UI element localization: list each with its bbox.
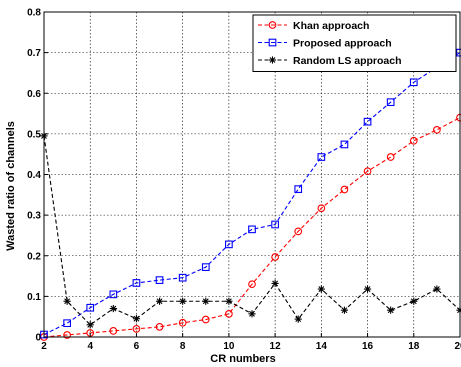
data-point — [294, 227, 303, 236]
y-tick-label: 0 — [35, 333, 41, 344]
data-point — [248, 225, 256, 234]
data-point — [363, 285, 372, 293]
legend-label: Khan approach — [293, 20, 369, 32]
y-tick-label: 0.6 — [27, 89, 41, 100]
legend-box — [252, 14, 457, 72]
y-axis-label: Wasted ratio of channels — [5, 121, 17, 251]
x-tick-label: 20 — [454, 341, 461, 352]
data-point — [294, 315, 302, 323]
data-point — [317, 285, 325, 293]
x-tick-label: 6 — [134, 341, 140, 352]
legend-marker — [268, 38, 277, 47]
data-point — [201, 263, 210, 271]
data-point — [155, 276, 164, 284]
data-point — [109, 304, 117, 313]
data-point — [63, 297, 71, 305]
data-point — [178, 318, 187, 327]
data-point — [386, 98, 395, 107]
data-point — [109, 290, 118, 299]
data-point — [410, 297, 418, 305]
data-point — [340, 185, 349, 194]
data-point — [179, 297, 187, 305]
data-point — [340, 140, 349, 149]
x-tick-label: 4 — [87, 341, 93, 352]
series-layer — [40, 48, 461, 341]
x-tick-label: 12 — [270, 341, 282, 352]
series-0 — [40, 113, 461, 341]
x-axis-label: CR numbers — [210, 353, 275, 365]
y-tick-label: 0.3 — [27, 211, 41, 222]
legend-item: Khan approach — [258, 20, 369, 32]
data-point — [86, 321, 94, 329]
data-point — [386, 153, 395, 161]
series-1 — [40, 48, 461, 339]
data-point — [363, 117, 372, 126]
data-point — [387, 306, 395, 314]
data-point — [109, 327, 118, 335]
series-line — [43, 117, 461, 338]
legend: Khan approach Proposed approach Random LS … — [252, 14, 457, 72]
data-point — [433, 285, 441, 293]
data-point — [225, 240, 233, 249]
data-point — [155, 297, 164, 305]
legend-marker — [268, 56, 277, 64]
data-point — [271, 279, 279, 287]
data-point — [363, 167, 372, 176]
x-tick-label: 8 — [180, 341, 186, 352]
ticks: 2 4 6 8 10 12 14 16 18 20 0 0.1 0.2 0.3 0.4 0.5 0.6 0.7 0.… — [27, 8, 461, 353]
data-point — [271, 220, 279, 229]
data-point — [132, 325, 141, 333]
data-point — [248, 280, 256, 289]
x-tick-label: 10 — [223, 341, 235, 352]
data-point — [202, 297, 210, 305]
legend-marker — [268, 21, 277, 29]
data-point — [178, 273, 187, 282]
data-point — [340, 306, 349, 314]
series-2 — [40, 132, 461, 329]
series-line — [43, 52, 461, 336]
data-point — [294, 185, 303, 193]
data-point — [248, 310, 256, 318]
data-point — [271, 253, 279, 261]
legend-item: Proposed approach — [258, 38, 392, 50]
data-point — [409, 78, 418, 87]
legend-label: Random LS approach — [293, 55, 402, 67]
y-tick-label: 0.5 — [27, 129, 41, 140]
data-point — [317, 153, 326, 161]
y-tick-label: 0.4 — [27, 170, 41, 181]
y-tick-label: 0.1 — [27, 292, 41, 303]
data-point — [317, 204, 326, 213]
x-tick-label: 16 — [362, 341, 374, 352]
data-point — [225, 309, 233, 318]
data-point — [155, 322, 164, 331]
x-tick-label: 2 — [41, 341, 47, 352]
y-tick-label: 0.7 — [27, 48, 41, 59]
data-point — [433, 125, 441, 134]
x-tick-label: 14 — [316, 341, 328, 352]
data-point — [132, 279, 141, 287]
y-tick-label: 0.8 — [27, 8, 41, 19]
legend-label: Proposed approach — [293, 38, 392, 50]
data-point — [225, 297, 233, 305]
x-tick-label: 18 — [408, 341, 420, 352]
data-point — [201, 315, 210, 324]
data-point — [63, 319, 71, 328]
y-tick-label: 0.2 — [27, 251, 41, 262]
data-point — [86, 303, 95, 312]
data-point — [63, 331, 71, 339]
legend-item: Random LS approach — [258, 55, 402, 67]
data-point — [409, 136, 418, 145]
data-point — [132, 315, 141, 323]
